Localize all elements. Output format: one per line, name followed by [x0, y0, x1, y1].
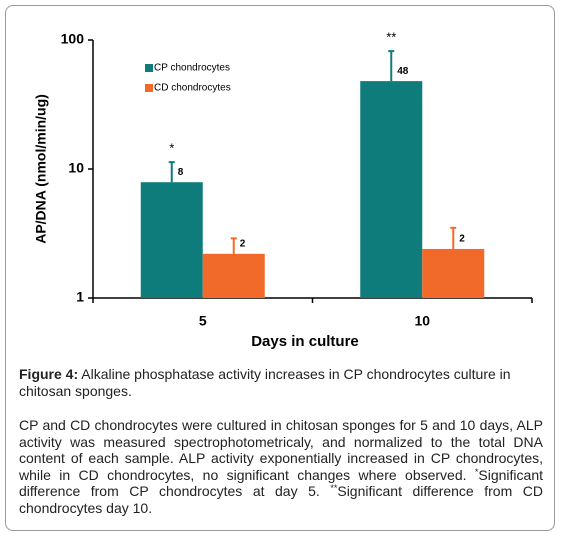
- x-tick-label: 5: [199, 313, 207, 329]
- y-tick-label: 1: [76, 289, 84, 305]
- legend-label: CP chondrocytes: [154, 63, 230, 74]
- y-tick-label: 100: [61, 31, 85, 47]
- y-tick-label: 10: [68, 160, 84, 176]
- value-label: 2: [459, 234, 465, 245]
- figure-note: CP and CD chondrocytes were cultured in …: [19, 417, 543, 516]
- figure-frame: [5, 5, 555, 531]
- note-marker: *: [474, 466, 479, 477]
- caption-text: Alkaline phosphatase activity increases …: [19, 366, 511, 399]
- note-text: CP and CD chondrocytes were cultured in …: [19, 417, 543, 483]
- bar: [360, 81, 423, 299]
- legend-swatch: [145, 64, 153, 72]
- legend-label: CD chondrocytes: [154, 83, 231, 94]
- note-text: Significant difference from CD chondrocy…: [19, 483, 543, 516]
- caption-label: Figure 4:: [19, 366, 79, 382]
- significance-mark: **: [386, 30, 396, 45]
- chart: AP/DNA (nmol/min/ug) Days in culture 1 10…: [33, 30, 533, 350]
- value-label: 2: [240, 238, 246, 249]
- note-text: Significant difference from CP chondrocy…: [19, 466, 543, 500]
- bar: [140, 182, 203, 298]
- value-label: 8: [178, 167, 184, 178]
- x-axis-label: Days in culture: [251, 333, 359, 350]
- y-axis-label: AP/DNA (nmol/min/ug): [33, 94, 49, 244]
- bar: [202, 253, 265, 298]
- bar: [422, 248, 485, 298]
- x-tick-label: 10: [414, 313, 430, 329]
- significance-mark: *: [169, 141, 174, 156]
- note-marker: **: [330, 483, 338, 493]
- legend-swatch: [145, 84, 153, 92]
- value-label: 48: [397, 66, 409, 77]
- figure-caption: Figure 4: Alkaline phosphatase activity …: [19, 366, 543, 400]
